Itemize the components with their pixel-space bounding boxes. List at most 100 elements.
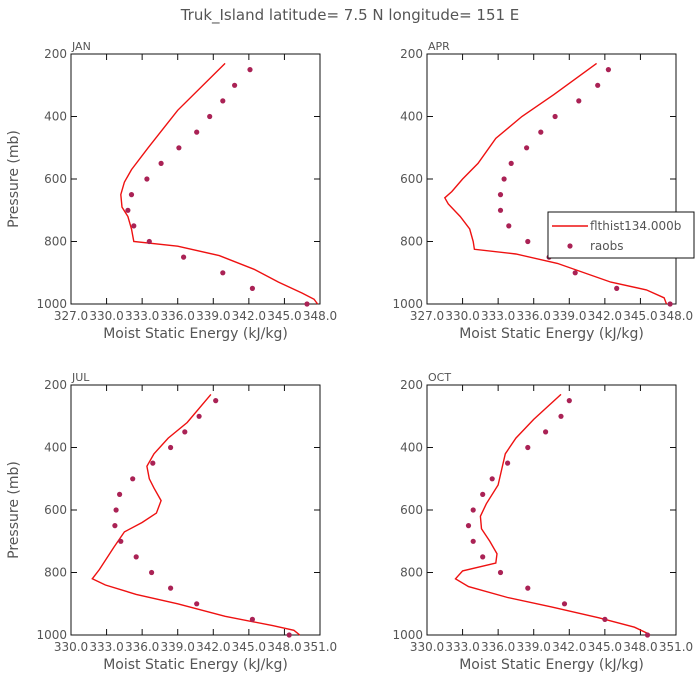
x-axis-label: Moist Static Energy (kJ/kg): [103, 326, 288, 342]
model-series-line: [443, 62, 668, 305]
x-tick-label: 336.0: [161, 309, 195, 323]
legend-box: [547, 211, 695, 259]
obs-data-point: [501, 176, 507, 182]
obs-data-point: [149, 569, 155, 576]
obs-data-point: [508, 160, 514, 166]
x-tick-label: 339.0: [161, 640, 195, 654]
obs-data-point: [558, 413, 564, 419]
x-tick-label: 342.0: [552, 640, 586, 654]
plot-frame: [426, 53, 677, 305]
x-tick-label: 339.0: [517, 640, 551, 654]
obs-data-point: [131, 223, 137, 229]
y-tick-label: 800: [44, 566, 67, 580]
y-tick-label: 1000: [392, 297, 423, 311]
y-tick-label: 600: [44, 172, 67, 186]
obs-data-point: [247, 67, 253, 73]
obs-data-point: [489, 476, 495, 482]
obs-data-point: [146, 238, 152, 245]
obs-data-point: [525, 585, 531, 591]
obs-data-point: [158, 160, 164, 166]
panel-label: OCT: [428, 371, 451, 384]
obs-data-point: [182, 429, 188, 435]
panel-label: APR: [428, 40, 450, 53]
x-tick-label: 333.0: [445, 640, 479, 654]
x-tick-label: 330.0: [445, 309, 479, 323]
x-tick-label: 336.0: [481, 640, 515, 654]
chart-panel-jul: JUL 330.0 333.0 336.0 339.0 342.0 345.0 348.0 35…: [6, 371, 337, 673]
plot-frame: [426, 384, 677, 636]
x-tick-label: 330.0: [410, 640, 444, 654]
y-tick-label: 400: [44, 110, 67, 124]
x-tick-label: 351.0: [303, 640, 337, 654]
x-tick-label: 342.0: [588, 309, 622, 323]
legend-entry: raobs: [590, 239, 624, 253]
obs-data-point: [220, 270, 226, 276]
x-tick-label: 339.0: [196, 309, 230, 323]
obs-data-point: [220, 98, 226, 104]
x-tick-label: 327.0: [54, 309, 88, 323]
obs-data-point: [207, 113, 213, 120]
obs-data-point: [150, 460, 156, 466]
obs-data-point: [470, 538, 476, 544]
obs-data-point: [595, 82, 601, 88]
x-tick-label: 330.0: [54, 640, 88, 654]
obs-data-point: [561, 601, 568, 607]
obs-data-point: [543, 429, 549, 435]
y-tick-label: 200: [400, 378, 423, 392]
obs-data-point: [232, 82, 238, 88]
obs-data-point: [128, 192, 135, 198]
y-tick-label: 800: [400, 566, 423, 580]
chart-panel-apr: APR 327.0 330.0 333.0 336.0 339.0 342.0 345.0 34…: [392, 40, 695, 342]
x-tick-label: 345.0: [267, 309, 301, 323]
x-tick-label: 348.0: [303, 309, 337, 323]
obs-data-point: [196, 413, 202, 419]
plot-frame: [70, 384, 321, 636]
x-axis-label: Moist Static Energy (kJ/kg): [459, 657, 644, 673]
obs-data-point: [144, 176, 150, 182]
x-tick-label: 339.0: [552, 309, 586, 323]
obs-data-point: [181, 254, 187, 260]
obs-data-point: [117, 491, 123, 497]
x-tick-label: 327.0: [410, 309, 444, 323]
obs-data-point: [566, 398, 572, 404]
obs-data-point: [133, 554, 139, 560]
x-tick-label: 336.0: [125, 640, 159, 654]
obs-data-point: [125, 207, 131, 213]
obs-data-point: [213, 398, 219, 404]
obs-data-point: [465, 523, 472, 529]
chart-panel-oct: OCT 330.0 333.0 336.0 339.0 342.0 345.0 348.0 35…: [392, 371, 693, 673]
obs-data-point: [480, 554, 486, 560]
obs-data-point: [112, 523, 118, 529]
x-tick-label: 342.0: [196, 640, 230, 654]
figure-title: Truk_Island latitude= 7.5 N longitude= 1…: [180, 6, 520, 25]
obs-data-point: [505, 460, 511, 466]
obs-data-point: [497, 192, 504, 198]
y-tick-label: 200: [44, 378, 67, 392]
x-tick-label: 333.0: [481, 309, 515, 323]
y-tick-label: 200: [44, 47, 67, 61]
obs-data-point: [614, 285, 620, 291]
y-axis-label: Pressure (mb): [6, 461, 22, 559]
x-tick-label: 345.0: [588, 640, 622, 654]
obs-data-point: [525, 238, 531, 245]
y-tick-label: 400: [400, 441, 423, 455]
obs-data-point: [176, 145, 182, 151]
obs-data-point: [480, 491, 486, 497]
panel-label: JAN: [71, 40, 91, 53]
y-tick-label: 200: [400, 47, 423, 61]
x-tick-label: 336.0: [517, 309, 551, 323]
obs-data-point: [525, 444, 531, 451]
x-tick-label: 348.0: [659, 309, 693, 323]
x-tick-label: 351.0: [659, 640, 693, 654]
y-tick-label: 1000: [392, 628, 423, 642]
obs-data-point: [602, 616, 608, 623]
obs-data-point: [194, 601, 200, 607]
y-tick-label: 800: [44, 235, 67, 249]
obs-data-point: [168, 585, 174, 591]
y-tick-label: 600: [400, 503, 423, 517]
legend-marker-swatch: [567, 243, 573, 249]
x-axis-label: Moist Static Energy (kJ/kg): [103, 657, 288, 673]
obs-data-point: [168, 444, 174, 451]
x-tick-label: 333.0: [125, 309, 159, 323]
y-tick-label: 600: [400, 172, 423, 186]
